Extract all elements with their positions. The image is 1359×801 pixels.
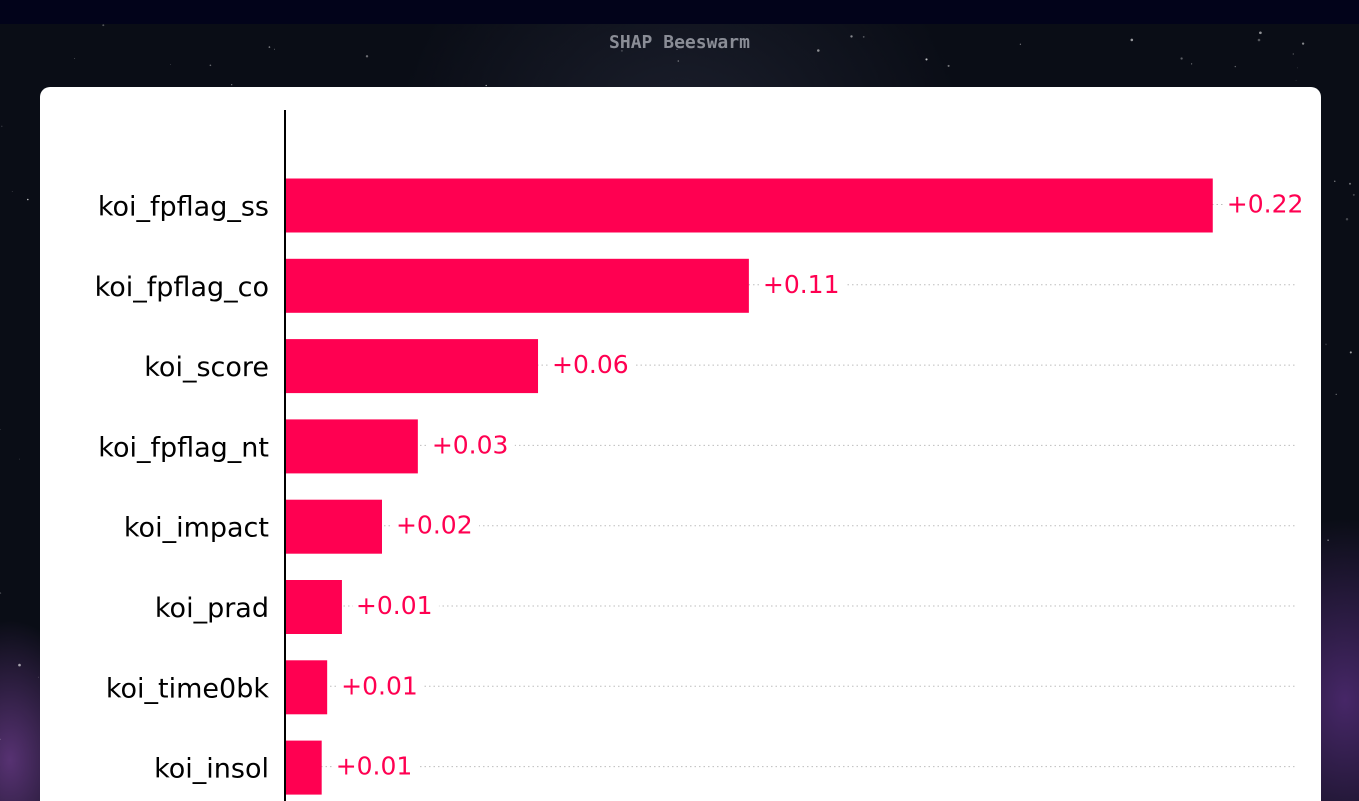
value-label: +0.06 [552, 350, 629, 379]
star [1180, 57, 1183, 60]
value-label: +0.03 [432, 430, 509, 459]
feature-label: koi_prad [155, 593, 269, 624]
value-label: +0.01 [341, 671, 418, 700]
value-label: +0.01 [336, 752, 413, 781]
value-label: +0.02 [396, 511, 473, 540]
value-label-background [338, 671, 425, 702]
star [1348, 182, 1352, 185]
star [18, 663, 21, 667]
star [1130, 38, 1134, 42]
page-title: SHAP Beeswarm [609, 32, 750, 53]
star [1325, 343, 1327, 346]
feature-label: koi_time0bk [106, 673, 270, 704]
value-label-background [428, 430, 515, 461]
star [231, 84, 233, 86]
value-label-background [352, 591, 439, 621]
star [0, 738, 1, 741]
star [676, 48, 678, 50]
chart-card: koi_fpflag_ss koi_fpflag_co koi_score koi_f… [40, 87, 1321, 801]
star [1191, 63, 1193, 65]
star [862, 35, 865, 38]
feature-label: koi_insol [154, 754, 269, 785]
star [817, 49, 820, 52]
star [365, 55, 369, 58]
star [273, 48, 275, 50]
feature-label: koi_fpflag_ss [98, 192, 269, 223]
star [1334, 180, 1336, 182]
star [0, 592, 2, 594]
bar-koi-fpflag-co [285, 258, 749, 313]
value-label-background [759, 269, 846, 300]
star [1, 125, 3, 128]
value-label-background [549, 350, 636, 381]
star [1234, 65, 1237, 68]
star [1352, 193, 1355, 196]
star [170, 64, 171, 65]
star [925, 58, 928, 61]
star [1335, 393, 1337, 395]
bar-koi-score [285, 339, 539, 394]
value-label: +0.22 [1227, 190, 1304, 219]
star [1327, 539, 1329, 541]
bar-koi-fpflag-ss [285, 178, 1213, 233]
star [850, 35, 853, 38]
star [11, 191, 13, 192]
star [1259, 31, 1262, 35]
feature-label: koi_score [144, 352, 269, 383]
star [19, 458, 21, 460]
star [485, 84, 487, 87]
feature-label: koi_impact [124, 513, 269, 544]
star [74, 58, 76, 59]
bars [285, 178, 1213, 795]
star [1295, 79, 1297, 81]
value-label-background [392, 510, 479, 541]
value-label-background [332, 751, 419, 782]
star [947, 64, 950, 67]
value-label: +0.01 [356, 591, 433, 620]
star [1301, 42, 1305, 45]
feature-labels: koi_fpflag_ss koi_fpflag_co koi_score koi_f… [95, 192, 270, 785]
top-bar [0, 0, 1359, 24]
star [1349, 351, 1352, 354]
star [1019, 43, 1022, 45]
value-label-background [1223, 189, 1310, 220]
star [620, 49, 623, 52]
star [1257, 38, 1261, 42]
feature-label: koi_fpflag_nt [98, 432, 269, 463]
star [268, 46, 271, 48]
value-label: +0.11 [763, 270, 840, 299]
bar-koi-prad [285, 580, 342, 634]
star [209, 64, 212, 67]
star [26, 198, 29, 201]
bar-koi-insol [285, 740, 322, 795]
feature-label: koi_fpflag_co [95, 272, 269, 303]
star [1292, 53, 1294, 55]
bar-koi-time0bk [285, 660, 328, 715]
bar-koi-fpflag-nt [285, 419, 418, 474]
bar-koi-impact [285, 499, 382, 554]
shap-bar-chart: koi_fpflag_ss koi_fpflag_co koi_score koi_f… [95, 110, 1310, 801]
value-labels: +0.22 +0.11 +0.06 +0.03 +0.02 +0.01 +0.01 +0.01 [332, 189, 1310, 782]
star [1297, 67, 1298, 69]
star [677, 60, 680, 62]
star [102, 24, 105, 27]
star [38, 676, 39, 678]
star [1345, 217, 1349, 221]
